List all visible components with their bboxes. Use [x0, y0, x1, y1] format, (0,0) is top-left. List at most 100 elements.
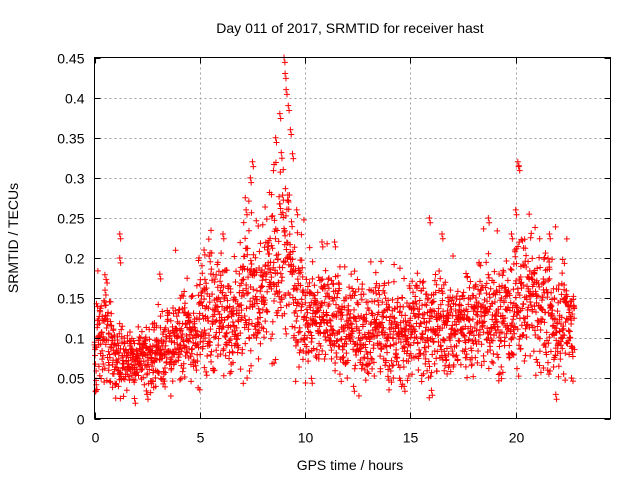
data-point — [397, 377, 404, 384]
data-point — [92, 361, 99, 368]
data-point — [114, 349, 121, 356]
data-point — [366, 360, 373, 367]
data-point — [303, 343, 310, 350]
y-tick-label: 0.15 — [57, 291, 84, 307]
data-point — [515, 373, 522, 380]
data-point — [543, 351, 550, 358]
data-point — [328, 355, 335, 362]
data-point — [414, 270, 421, 277]
data-point — [549, 307, 556, 314]
data-point — [207, 351, 214, 358]
data-point — [200, 343, 207, 350]
data-point — [548, 289, 555, 296]
data-point — [507, 299, 514, 306]
data-point — [338, 378, 345, 385]
data-point — [196, 254, 203, 261]
data-point — [425, 295, 432, 302]
data-point — [256, 248, 263, 255]
data-point — [268, 191, 275, 198]
data-point — [339, 346, 346, 353]
data-point — [416, 306, 423, 313]
y-tick-label: 0.2 — [65, 251, 85, 267]
data-point — [217, 319, 224, 326]
data-point — [223, 305, 230, 312]
data-point — [286, 107, 293, 114]
y-tick-label: 0.25 — [57, 211, 84, 227]
data-point — [443, 345, 450, 352]
data-point — [519, 332, 526, 339]
data-point — [321, 356, 328, 363]
data-point — [486, 306, 493, 313]
data-point — [511, 330, 518, 337]
data-point — [276, 110, 283, 117]
data-point — [453, 342, 460, 349]
data-point — [546, 266, 553, 273]
data-point — [405, 341, 412, 348]
data-point — [431, 308, 438, 315]
data-point — [363, 318, 370, 325]
data-point — [313, 301, 320, 308]
data-point — [129, 346, 136, 353]
data-point — [257, 340, 264, 347]
data-point — [559, 345, 566, 352]
data-point — [126, 364, 133, 371]
data-point — [231, 253, 238, 260]
data-point — [382, 362, 389, 369]
data-point — [315, 351, 322, 358]
data-point — [334, 337, 341, 344]
data-point — [258, 282, 265, 289]
data-point — [196, 316, 203, 323]
data-point — [247, 347, 254, 354]
data-point — [207, 339, 214, 346]
data-point — [307, 329, 314, 336]
data-point — [276, 200, 283, 207]
data-point — [520, 281, 527, 288]
data-point — [537, 264, 544, 271]
data-point — [217, 298, 224, 305]
data-point — [561, 282, 568, 289]
data-point — [562, 377, 569, 384]
data-point — [203, 372, 210, 379]
data-point — [469, 316, 476, 323]
data-point — [464, 374, 471, 381]
data-point — [545, 277, 552, 284]
data-point — [426, 394, 433, 401]
data-point — [280, 259, 287, 266]
data-point — [547, 348, 554, 355]
data-point — [307, 304, 314, 311]
data-point — [121, 376, 128, 383]
data-point — [365, 370, 372, 377]
data-point — [249, 303, 256, 310]
data-point — [516, 292, 523, 299]
data-point — [218, 250, 225, 257]
data-point — [432, 271, 439, 278]
data-point — [417, 350, 424, 357]
data-point — [390, 362, 397, 369]
data-point — [409, 371, 416, 378]
data-point — [513, 304, 520, 311]
data-point — [299, 356, 306, 363]
data-point — [384, 373, 391, 380]
data-point — [304, 283, 311, 290]
data-point — [257, 240, 264, 247]
data-point — [203, 368, 210, 375]
data-point — [429, 307, 436, 314]
data-point — [274, 227, 281, 234]
data-point — [400, 343, 407, 350]
data-point — [536, 348, 543, 355]
data-point — [270, 167, 277, 174]
data-point — [323, 319, 330, 326]
data-point — [226, 337, 233, 344]
data-point — [545, 309, 552, 316]
data-point — [205, 305, 212, 312]
data-point — [429, 392, 436, 399]
data-point — [379, 299, 386, 306]
data-point — [302, 380, 309, 387]
data-point — [497, 303, 504, 310]
data-point — [179, 368, 186, 375]
data-point — [222, 352, 229, 359]
data-points — [91, 54, 578, 407]
data-point — [413, 301, 420, 308]
data-point — [256, 327, 263, 334]
data-point — [233, 335, 240, 342]
